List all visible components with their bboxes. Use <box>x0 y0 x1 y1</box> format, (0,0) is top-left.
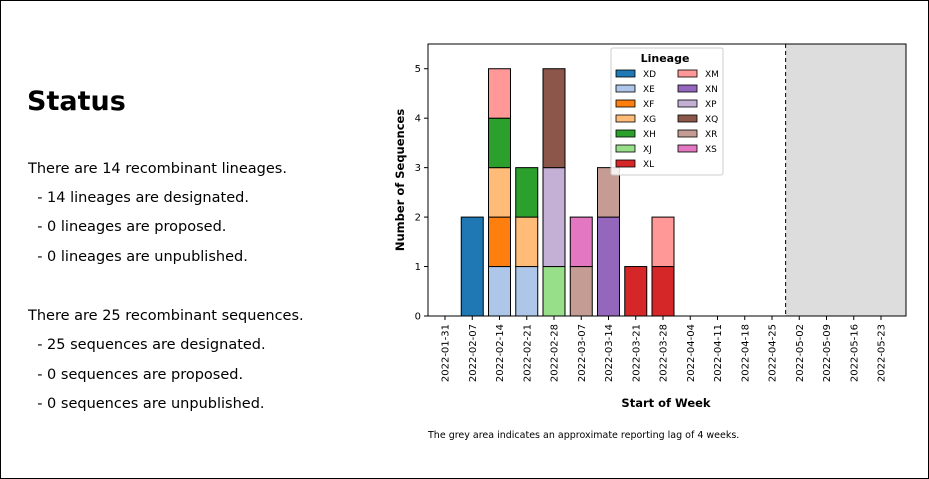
plot-frame <box>427 43 907 317</box>
bar-xs-2022-03-07 <box>569 216 593 268</box>
bar-xm-2022-02-14 <box>488 68 511 119</box>
x-tick-label: 2022-05-23 <box>877 324 888 382</box>
y-tick-label: 1 <box>415 262 421 273</box>
x-tick-label: 2022-03-21 <box>631 324 642 382</box>
legend-swatch-xs <box>677 144 698 153</box>
legend-label-xm: XM <box>705 70 719 80</box>
y-tick-label: 2 <box>415 213 421 224</box>
legend-label-xr: XR <box>705 130 717 140</box>
bar-xr-2022-03-14 <box>597 167 620 218</box>
legend-title: Lineage <box>641 52 690 65</box>
bar-xe-2022-02-14 <box>488 266 511 317</box>
y-tick-label: 5 <box>415 64 421 75</box>
legend-swatch-xh <box>615 129 636 138</box>
legend-label-xj: XJ <box>643 145 652 155</box>
bar-xh-2022-02-14 <box>488 117 511 169</box>
legend-swatch-xl <box>615 159 636 168</box>
legend-swatch-xq <box>677 114 698 123</box>
sequences-proposed: - 0 sequences are proposed. <box>28 367 244 383</box>
x-tick-label: 2022-03-14 <box>604 324 615 382</box>
bar-xl-2022-03-21 <box>624 266 648 317</box>
legend-label-xf: XF <box>643 100 654 110</box>
x-tick-label: 2022-02-07 <box>468 324 479 382</box>
x-tick-label: 2022-01-31 <box>441 324 452 382</box>
legend-swatch-xf <box>615 99 636 108</box>
x-tick-label: 2022-04-25 <box>768 324 779 382</box>
bar-xg-2022-02-21 <box>515 216 539 268</box>
legend-label-xd: XD <box>643 70 656 80</box>
x-tick-label: 2022-02-21 <box>522 324 533 382</box>
legend-swatch-xn <box>677 84 698 93</box>
sequences-unpublished: - 0 sequences are unpublished. <box>28 396 265 412</box>
legend-swatch-xe <box>615 84 636 93</box>
y-axis-label: Number of Sequences <box>393 109 407 252</box>
x-tick-label: 2022-04-04 <box>686 324 697 382</box>
sequences-designated: - 25 sequences are designated. <box>28 337 266 353</box>
bar-xe-2022-02-21 <box>515 266 539 317</box>
legend-label-xs: XS <box>705 145 717 155</box>
legend-swatch-xg <box>615 114 636 123</box>
x-tick-label: 2022-04-18 <box>740 324 751 382</box>
reporting-lag-area <box>785 44 906 316</box>
bar-xh-2022-02-21 <box>515 167 539 218</box>
x-tick-label: 2022-05-16 <box>849 324 860 382</box>
x-tick-label: 2022-02-28 <box>550 324 561 382</box>
legend-label-xq: XQ <box>705 115 718 125</box>
legend-swatch-xp <box>677 99 698 108</box>
legend-swatch-xd <box>615 69 636 78</box>
y-tick-label: 3 <box>415 163 421 174</box>
bar-xr-2022-03-07 <box>569 266 593 317</box>
legend-swatch-xr <box>677 129 698 138</box>
status-title: Status <box>27 86 126 117</box>
bar-xj-2022-02-28 <box>542 266 566 317</box>
legend-swatch-xj <box>615 144 636 153</box>
bar-xp-2022-02-28 <box>542 167 566 268</box>
lineages-proposed: - 0 lineages are proposed. <box>28 219 227 235</box>
x-tick-label: 2022-03-28 <box>659 324 670 382</box>
sequences-summary: There are 25 recombinant sequences. <box>28 308 304 324</box>
bar-xf-2022-02-14 <box>488 216 511 268</box>
y-tick-label: 0 <box>415 312 421 323</box>
y-tick-label: 4 <box>415 114 421 125</box>
bar-xn-2022-03-14 <box>597 216 620 317</box>
lineages-designated: - 14 lineages are designated. <box>28 190 249 206</box>
lineages-unpublished: - 0 lineages are unpublished. <box>28 249 248 265</box>
x-tick-label: 2022-03-07 <box>577 324 588 382</box>
legend-label-xl: XL <box>643 160 654 170</box>
reporting-lag-caption: The grey area indicates an approximate r… <box>427 430 739 441</box>
x-tick-label: 2022-05-02 <box>795 324 806 382</box>
legend-swatch-xm <box>677 69 698 78</box>
bar-xd-2022-02-07 <box>460 216 484 317</box>
bar-xm-2022-03-28 <box>651 216 675 268</box>
legend-label-xg: XG <box>643 115 656 125</box>
x-tick-label: 2022-05-09 <box>822 324 833 382</box>
bar-xg-2022-02-14 <box>488 167 511 218</box>
x-axis-label: Start of Week <box>621 396 710 410</box>
legend-label-xp: XP <box>705 100 717 110</box>
bar-xq-2022-02-28 <box>542 68 566 169</box>
legend-label-xe: XE <box>643 85 655 95</box>
legend-box <box>610 47 724 176</box>
legend-label-xh: XH <box>643 130 656 140</box>
bar-xl-2022-03-28 <box>651 266 675 317</box>
lineages-summary: There are 14 recombinant lineages. <box>28 161 287 177</box>
x-tick-label: 2022-02-14 <box>495 324 506 382</box>
legend-label-xn: XN <box>705 85 718 95</box>
x-tick-label: 2022-04-11 <box>713 324 724 382</box>
